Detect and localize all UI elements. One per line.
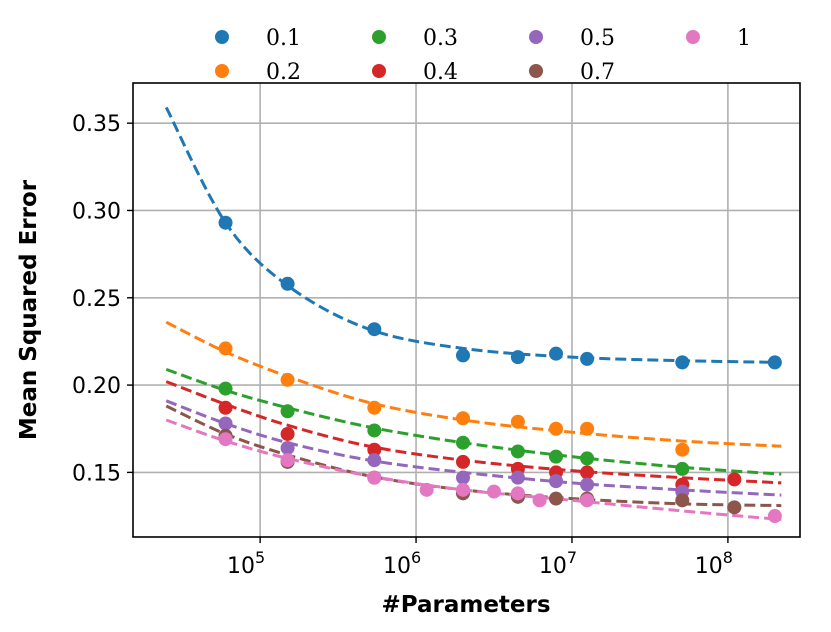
data-point-0.4 (280, 426, 295, 441)
data-point-0.5 (510, 470, 525, 485)
fit-curve-0.4 (165, 380, 782, 485)
data-point-0.4 (580, 465, 595, 480)
data-point-0.3 (455, 435, 470, 450)
data-point-0.3 (549, 449, 564, 464)
data-point-0.2 (510, 414, 525, 429)
x-axis-label: #Parameters (381, 592, 550, 618)
data-points (218, 215, 782, 524)
data-point-0.3 (367, 423, 382, 438)
x-tick-label: 108 (695, 548, 733, 579)
data-point-0.4 (455, 454, 470, 469)
data-point-0.5 (280, 440, 295, 455)
plot-frame (132, 82, 801, 538)
data-point-0.7 (549, 491, 564, 506)
data-point-0.1 (218, 215, 233, 230)
fit-curve-0.3 (165, 367, 782, 476)
data-point-0.2 (455, 411, 470, 426)
fit-curve-0.2 (165, 320, 782, 448)
x-tick-label: 106 (383, 548, 421, 579)
fit-curve-0.1 (164, 106, 782, 364)
data-point-0.2 (218, 341, 233, 356)
data-point-0.5 (580, 477, 595, 492)
legend-marker-0.2 (215, 64, 229, 78)
data-point-0.4 (218, 400, 233, 415)
legend-label: 1 (737, 26, 751, 51)
y-tick-label: 0.30 (72, 199, 121, 224)
data-point-0.2 (580, 421, 595, 436)
data-point-1 (767, 509, 782, 524)
x-tick-label: 107 (539, 548, 577, 579)
fit-curve-1 (165, 418, 782, 522)
data-point-0.5 (367, 453, 382, 468)
data-point-0.1 (549, 346, 564, 361)
data-point-1 (580, 493, 595, 508)
data-point-0.7 (675, 493, 690, 508)
x-ticks: 105 106 107 108 (227, 537, 733, 579)
legend-label: 0.2 (266, 60, 301, 85)
data-point-0.5 (218, 416, 233, 431)
legend-label: 0.4 (423, 60, 458, 85)
data-point-0.4 (367, 442, 382, 457)
data-point-0.1 (675, 355, 690, 370)
legend-label: 0.1 (266, 26, 301, 51)
data-point-0.5 (455, 470, 470, 485)
data-point-0.3 (510, 444, 525, 459)
legend-label: 0.3 (423, 26, 458, 51)
data-point-0.2 (549, 421, 564, 436)
y-axis-label: Mean Squared Error (16, 179, 42, 440)
data-point-0.3 (280, 404, 295, 419)
data-point-0.5 (549, 474, 564, 489)
legend-marker-0.5 (529, 30, 543, 44)
data-point-1 (218, 432, 233, 447)
x-tick-label: 105 (227, 548, 265, 579)
data-point-0.1 (510, 350, 525, 365)
data-point-0.1 (767, 355, 782, 370)
legend: 0.1 0.2 0.3 0.4 0.5 0.7 1 (215, 26, 751, 85)
data-point-0.1 (580, 351, 595, 366)
fit-curves (164, 106, 782, 522)
data-point-0.1 (367, 322, 382, 337)
fit-curve-0.5 (165, 399, 782, 497)
data-point-0.3 (580, 451, 595, 466)
y-tick-label: 0.15 (72, 461, 121, 486)
y-tick-label: 0.20 (72, 374, 121, 399)
y-tick-label: 0.25 (72, 287, 121, 312)
data-point-1 (367, 470, 382, 485)
legend-marker-1 (686, 30, 700, 44)
legend-marker-0.3 (372, 30, 386, 44)
data-point-0.7 (727, 500, 742, 515)
legend-marker-0.7 (529, 64, 543, 78)
data-point-0.2 (675, 442, 690, 457)
data-point-0.2 (367, 400, 382, 415)
legend-marker-0.4 (372, 64, 386, 78)
data-point-0.3 (675, 461, 690, 476)
fit-curve-0.7 (165, 404, 782, 508)
y-tick-label: 0.35 (72, 112, 121, 137)
data-point-1 (510, 486, 525, 501)
data-point-1 (486, 484, 501, 499)
data-point-0.3 (218, 381, 233, 396)
data-point-0.2 (280, 372, 295, 387)
data-point-1 (419, 482, 434, 497)
legend-label: 0.7 (580, 60, 615, 85)
data-point-0.4 (727, 472, 742, 487)
legend-marker-0.1 (215, 30, 229, 44)
data-point-1 (280, 453, 295, 468)
legend-label: 0.5 (580, 26, 615, 51)
data-point-1 (532, 493, 547, 508)
data-point-0.1 (280, 276, 295, 291)
data-point-1 (455, 482, 470, 497)
y-ticks: 0.15 0.20 0.25 0.30 0.35 (72, 112, 133, 486)
data-point-0.1 (455, 348, 470, 363)
